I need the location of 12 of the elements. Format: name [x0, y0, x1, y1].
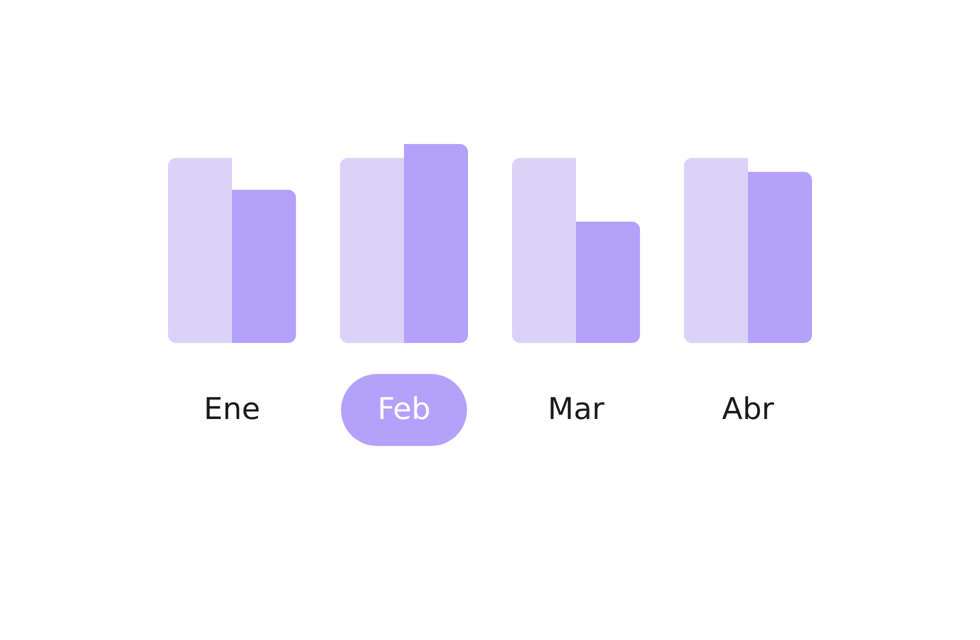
- bar: [232, 190, 296, 343]
- x-tick-label: Ene: [204, 392, 260, 427]
- bar: [340, 158, 404, 343]
- bar: [512, 158, 576, 343]
- bar: [576, 222, 640, 343]
- bar: [748, 172, 812, 343]
- x-tick-label: Feb: [377, 392, 431, 427]
- x-tick-label: Mar: [548, 392, 605, 427]
- x-tick-label: Abr: [722, 392, 775, 427]
- bar: [404, 144, 468, 343]
- bar: [168, 158, 232, 343]
- bar: [684, 158, 748, 343]
